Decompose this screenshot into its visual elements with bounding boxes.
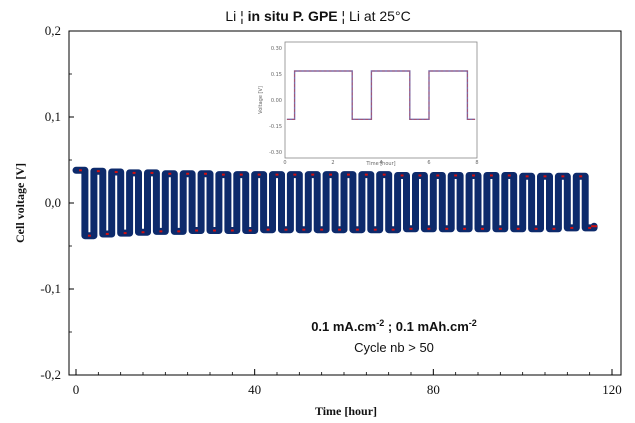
annotation-current-density-part2: ; 0.1 mAh.cm [384,319,469,334]
inset-x-tick-label: 6 [427,160,430,166]
annotation-current-density-part1: 0.1 mA.cm [311,319,376,334]
voltage-markers [79,169,598,237]
inset-overlay-line [286,70,476,120]
x-tick-label: 80 [427,382,440,397]
inset-y-tick-label: 0.30 [271,46,282,52]
inset-y-tick-label: 0.00 [271,98,282,104]
inset-y-tick-label: -0.30 [269,150,282,156]
inset-ticks: 0.30 0.15 0.00 -0.15 -0.300 2 4 6 8 [269,46,479,166]
voltage-series [72,166,598,240]
chart-title-part1: Li ¦ [225,8,247,24]
voltage-line [72,166,598,240]
inset-ylabel: Voltage [V] [258,86,264,114]
y-tick-label: 0,0 [45,195,61,210]
x-tick-label: 120 [602,382,622,397]
x-axis-label: Time [hour] [315,404,377,418]
chart-title-part2: in situ P. GPE [248,8,338,24]
inset-plot: 0.300.150.00-0.15-0.300 2 4 6 8 Time [hour] … [258,41,479,167]
inset-x-tick-label: 8 [475,160,478,166]
x-tick-label: 0 [73,382,80,397]
x-axis-ticks: 0 40 80 120 [73,369,622,397]
annotation-current-density-sup1: -2 [376,318,384,328]
inset-xlabel: Time [hour] [365,161,395,167]
y-tick-label: 0,1 [45,109,61,124]
inset-y-tick-label: 0.15 [271,72,282,78]
inset-x-tick-label: 4 [379,160,382,166]
y-axis-label: Cell voltage [V] [13,163,27,243]
inset-lines [286,70,476,120]
chart-title: Li ¦ in situ P. GPE ¦ Li at 25°C [225,8,410,24]
inset-frame [284,41,478,159]
inset-x-tick-label: 0 [283,160,286,166]
annotation-cycle-number: Cycle nb > 50 [354,340,434,355]
y-tick-label: -0,1 [40,281,61,296]
inset-y-tick-label: -0.15 [269,124,282,130]
y-axis-ticks: -0,2 -0,1 0,0 0,1 0,2 [40,23,74,382]
chart-title-part3: ¦ Li at 25°C [338,8,411,24]
annotation-current-density-sup2: -2 [469,318,477,328]
y-tick-label: 0,2 [45,23,61,38]
inset-x-tick-label: 2 [331,160,334,166]
x-tick-label: 40 [248,382,261,397]
annotation-current-density: 0.1 mA.cm-2 ; 0.1 mAh.cm-2 [311,318,477,334]
y-tick-label: -0,2 [40,367,61,382]
